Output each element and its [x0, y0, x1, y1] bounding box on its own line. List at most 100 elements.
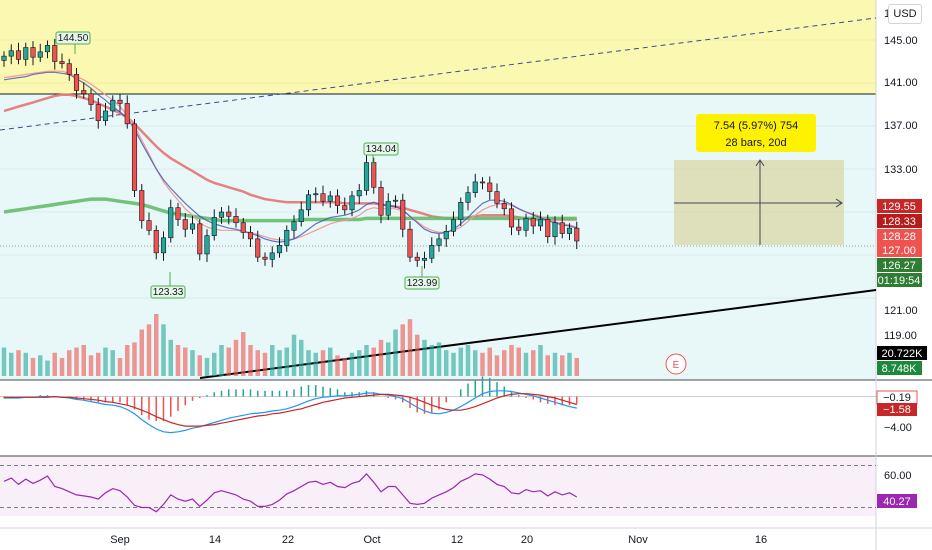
candle-body: [23, 47, 29, 60]
trendline-dashed[interactable]: [0, 17, 877, 131]
candle-body: [378, 186, 384, 216]
candle-body: [73, 74, 80, 91]
candle-body: [436, 238, 442, 246]
volume-bar: [458, 347, 463, 376]
price-range-measure[interactable]: 7.54 (5.97%) 754 28 bars, 20d: [674, 114, 844, 245]
candle-body: [494, 191, 500, 204]
volume-bar: [132, 342, 137, 376]
label-box-mid-high: [363, 142, 399, 156]
candle-body: [110, 99, 116, 112]
volume-bar: [523, 352, 529, 376]
price-axis[interactable]: 1 145.00 141.00 137.00 133.00 121.00 119…: [884, 8, 918, 342]
candle-body: [153, 229, 159, 254]
volume-bar: [16, 350, 21, 376]
volume-bar: [103, 347, 108, 376]
candle-body: [516, 226, 522, 231]
volume-bar: [306, 350, 311, 376]
earnings-marker[interactable]: E: [665, 353, 687, 375]
time-tick: Oct: [363, 534, 380, 546]
candle-body: [30, 47, 36, 58]
candle-body: [342, 205, 348, 211]
volume-bar: [81, 345, 86, 376]
candle-body: [356, 190, 362, 197]
badge-volume-ma-text: 20.722K: [882, 348, 924, 360]
volume-bar: [197, 355, 202, 376]
candle-body: [450, 219, 457, 232]
candle-body: [313, 193, 319, 196]
volume-bar: [88, 355, 94, 376]
label-high: 144.50: [58, 33, 89, 44]
volume-bar: [516, 347, 521, 376]
time-axis[interactable]: Sep 14 22 Oct 12 20 Nov 16: [110, 534, 767, 546]
candle-body: [298, 209, 304, 222]
candle-body: [44, 45, 51, 53]
volume-bar: [45, 360, 50, 376]
volume-bar: [175, 345, 181, 376]
candle-body: [182, 219, 188, 230]
candle-body: [421, 257, 428, 261]
rsi-tick: 60.00: [884, 470, 912, 482]
candle-body: [81, 90, 87, 95]
rsi-axis[interactable]: 60.00 40.27: [877, 470, 917, 508]
volume-bar: [349, 352, 355, 376]
macd-axis[interactable]: −0.19 −1.58 −4.00: [876, 390, 918, 434]
volume-bar: [320, 350, 326, 376]
candle-body: [559, 222, 565, 234]
volume-bar: [212, 352, 217, 376]
volume-bar: [473, 350, 478, 376]
time-tick: Nov: [628, 534, 648, 546]
candle-body: [320, 193, 326, 202]
candle-body: [204, 235, 210, 255]
volume-bar: [545, 355, 550, 376]
volume-bar: [531, 350, 536, 376]
volume-bar: [284, 347, 289, 376]
candle-body: [146, 220, 152, 231]
macd-signal-line: [4, 393, 577, 427]
volume-bar: [226, 347, 231, 376]
moving-averages: [3, 70, 577, 243]
rectangle-zone-upper[interactable]: [0, 0, 876, 94]
arrow-right-icon: [835, 198, 843, 208]
badge-volume-ma: [877, 346, 927, 360]
volume-bar: [422, 339, 427, 376]
volume-bar: [96, 352, 101, 376]
volume-bar: [509, 345, 514, 376]
volume-bar: [342, 357, 347, 376]
candle-body: [537, 219, 544, 227]
earnings-letter: E: [673, 360, 680, 371]
volume-bar: [59, 357, 65, 376]
volume-bar: [233, 339, 239, 376]
high-low-labels: 144.50 123.33 134.04 123.99: [55, 31, 440, 299]
candle-body: [566, 227, 573, 234]
badge-ma-fast: [877, 199, 922, 213]
price-tick: 121.00: [884, 305, 918, 317]
candle-body: [523, 218, 529, 231]
volume-bar: [552, 352, 558, 376]
trendline-support[interactable]: [199, 289, 877, 379]
candle-body: [168, 207, 174, 239]
volume-bar: [335, 355, 340, 376]
candle-body: [385, 200, 391, 216]
macd-indicator: [0, 376, 876, 434]
badge-level-text: 127.00: [882, 245, 916, 257]
volume-bar: [74, 347, 79, 376]
currency-selector[interactable]: USD: [888, 4, 922, 24]
candle-body: [276, 245, 283, 254]
volume-bar: [538, 345, 543, 376]
volume-bar: [117, 357, 123, 376]
volume-bar: [67, 350, 72, 376]
label-low-2: 123.99: [407, 278, 438, 289]
badge-level: [877, 243, 922, 257]
price-tick: 141.00: [884, 77, 918, 89]
volume-bar: [487, 347, 492, 376]
time-tick: 14: [209, 534, 221, 546]
measure-label-box: [696, 114, 816, 152]
candle-body: [197, 223, 203, 255]
candle-body: [95, 104, 101, 121]
candle-body: [284, 229, 290, 246]
volume-bar: [378, 339, 384, 376]
volume-bar: [502, 350, 507, 376]
earnings-icon[interactable]: [665, 353, 687, 375]
candle-body: [160, 237, 167, 254]
